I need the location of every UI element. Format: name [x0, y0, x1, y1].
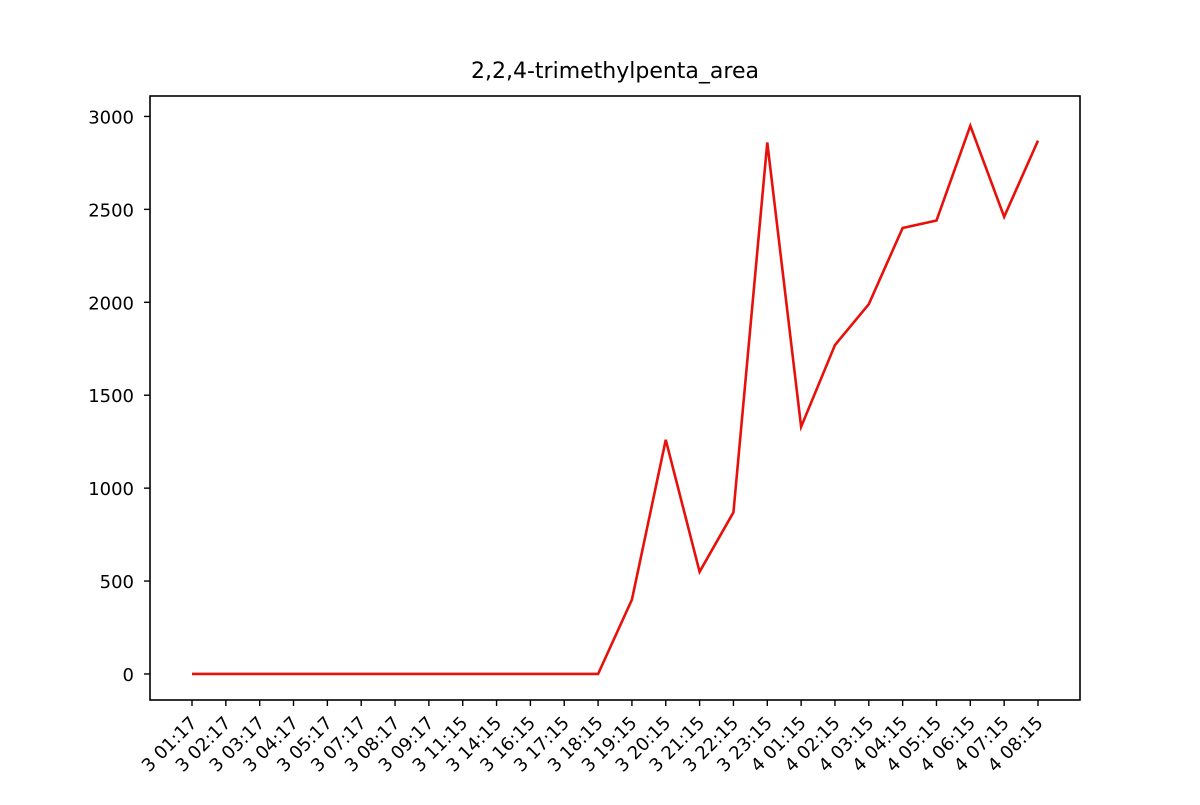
y-tick-label: 2500: [88, 200, 134, 221]
y-tick-label: 1500: [88, 386, 134, 407]
series-line-1: [192, 121, 1040, 676]
y-tick-label: 500: [100, 572, 134, 593]
y-tick-label: 0: [123, 665, 134, 686]
chart-title: 2,2,4-trimethylpenta_area: [471, 59, 759, 84]
axes-frame: [149, 95, 1081, 701]
y-tick-label: 2000: [88, 293, 134, 314]
y-tick-label: 1000: [88, 479, 134, 500]
y-tick-label: 3000: [88, 107, 134, 128]
